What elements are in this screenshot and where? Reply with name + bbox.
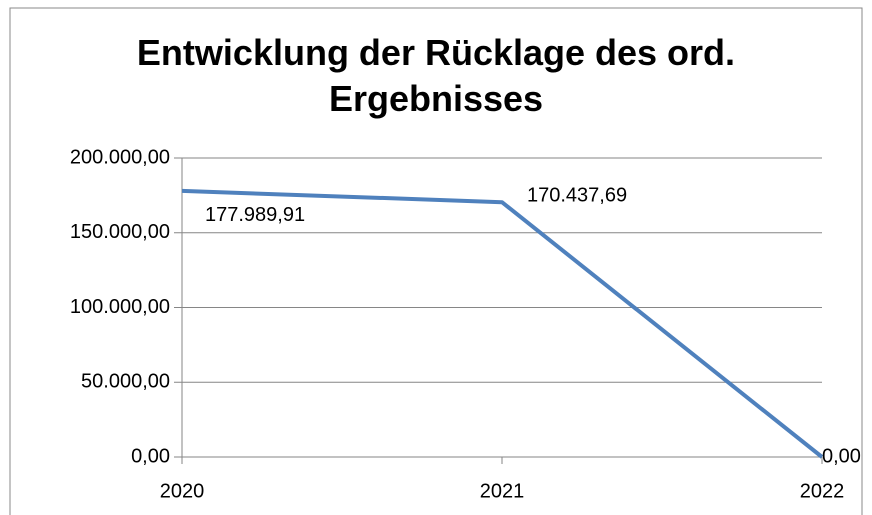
- x-tick-label: 2021: [480, 480, 525, 502]
- x-tick-label: 2020: [160, 480, 205, 502]
- y-tick-label: 50.000,00: [81, 371, 170, 393]
- y-tick-label: 100.000,00: [70, 296, 170, 318]
- data-label: 177.989,91: [205, 204, 305, 226]
- y-tick-label: 0,00: [131, 445, 170, 467]
- data-label: 170.437,69: [527, 184, 627, 206]
- series-line: [181, 188, 824, 459]
- y-tick-label: 200.000,00: [70, 146, 170, 168]
- data-label: 0,00: [822, 445, 861, 467]
- x-tick-label: 2022: [800, 480, 845, 502]
- chart-frame: [9, 7, 863, 515]
- y-tick-label: 150.000,00: [70, 221, 170, 243]
- chart-title: Entwicklung der Rücklage des ord. Ergebn…: [136, 32, 736, 119]
